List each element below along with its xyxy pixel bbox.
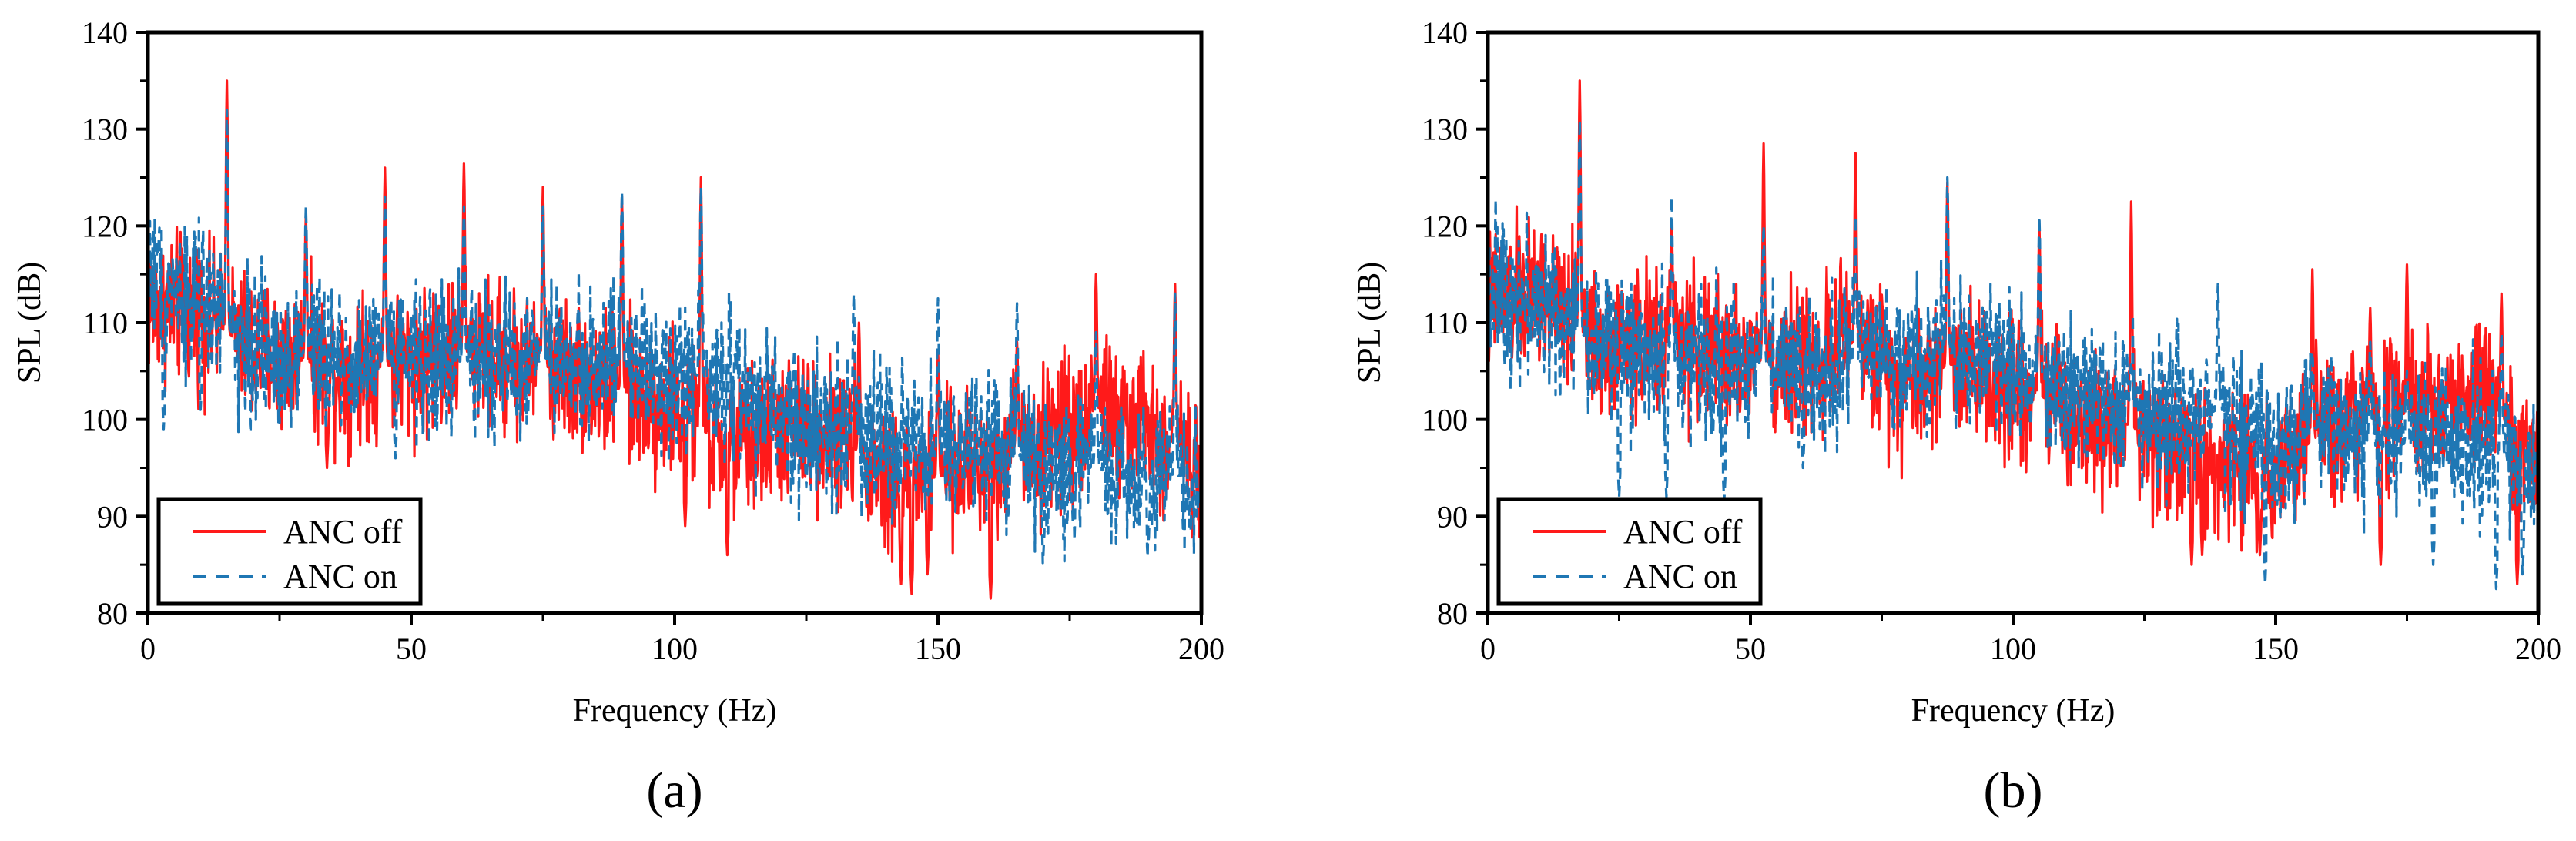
x-tick-label: 150: [2253, 632, 2299, 666]
legend-label-anc-on: ANC on: [283, 558, 397, 595]
series-line-anc-on: [148, 108, 1201, 565]
y-tick-label: 120: [82, 209, 128, 243]
series-layer: [148, 79, 1201, 600]
y-axis-title: SPL (dB): [1352, 262, 1388, 384]
panel-label-b: (b): [1984, 762, 2043, 819]
x-tick-label: 50: [396, 632, 427, 666]
x-tick-label: 200: [2515, 632, 2561, 666]
y-axis-title: SPL (dB): [12, 262, 48, 384]
chart-panel-b: 0 50 100 150 200 80 90 100 110 120 130 140 Frequenc…: [1352, 15, 2561, 819]
legend-label-anc-off: ANC off: [283, 513, 403, 551]
legend: ANC off ANC on: [1496, 497, 1763, 606]
axis-ticks: 0 50 100 150 200 80 90 100 110 120 130 140: [82, 15, 1224, 666]
y-tick-label: 140: [1422, 15, 1468, 50]
legend: ANC off ANC on: [156, 497, 423, 606]
chart-panel-a: 0 50 100 150 200 80 90 100 110 120 130 140 Frequenc…: [12, 15, 1224, 819]
panel-label-a: (a): [646, 762, 702, 819]
x-tick-label: 100: [652, 632, 698, 666]
x-tick-label: 0: [140, 632, 156, 666]
y-tick-label: 80: [1437, 596, 1468, 631]
y-tick-label: 120: [1422, 209, 1468, 243]
legend-box: [156, 497, 423, 606]
legend-label-anc-on: ANC on: [1623, 558, 1737, 595]
y-tick-label: 80: [97, 596, 128, 631]
x-tick-label: 0: [1480, 632, 1496, 666]
legend-box: [1496, 497, 1763, 606]
y-tick-label: 100: [82, 403, 128, 437]
y-tick-label: 130: [1422, 112, 1468, 147]
x-tick-label: 50: [1735, 632, 1766, 666]
legend-label-anc-off: ANC off: [1623, 513, 1743, 551]
y-tick-label: 100: [1422, 403, 1468, 437]
y-tick-label: 90: [97, 499, 128, 534]
series-layer: [1488, 79, 2538, 591]
axis-ticks: 0 50 100 150 200 80 90 100 110 120 130 140: [1422, 15, 2561, 666]
x-tick-label: 200: [1178, 632, 1224, 666]
x-tick-label: 100: [1990, 632, 2036, 666]
x-tick-label: 150: [915, 632, 961, 666]
y-tick-label: 110: [82, 306, 128, 340]
y-tick-label: 110: [1422, 306, 1468, 340]
y-tick-label: 130: [82, 112, 128, 147]
y-tick-label: 90: [1437, 499, 1468, 534]
series-line-anc-on: [1488, 118, 2538, 591]
y-tick-label: 140: [82, 15, 128, 50]
x-axis-title: Frequency (Hz): [1911, 693, 2115, 729]
x-axis-title: Frequency (Hz): [573, 693, 777, 729]
